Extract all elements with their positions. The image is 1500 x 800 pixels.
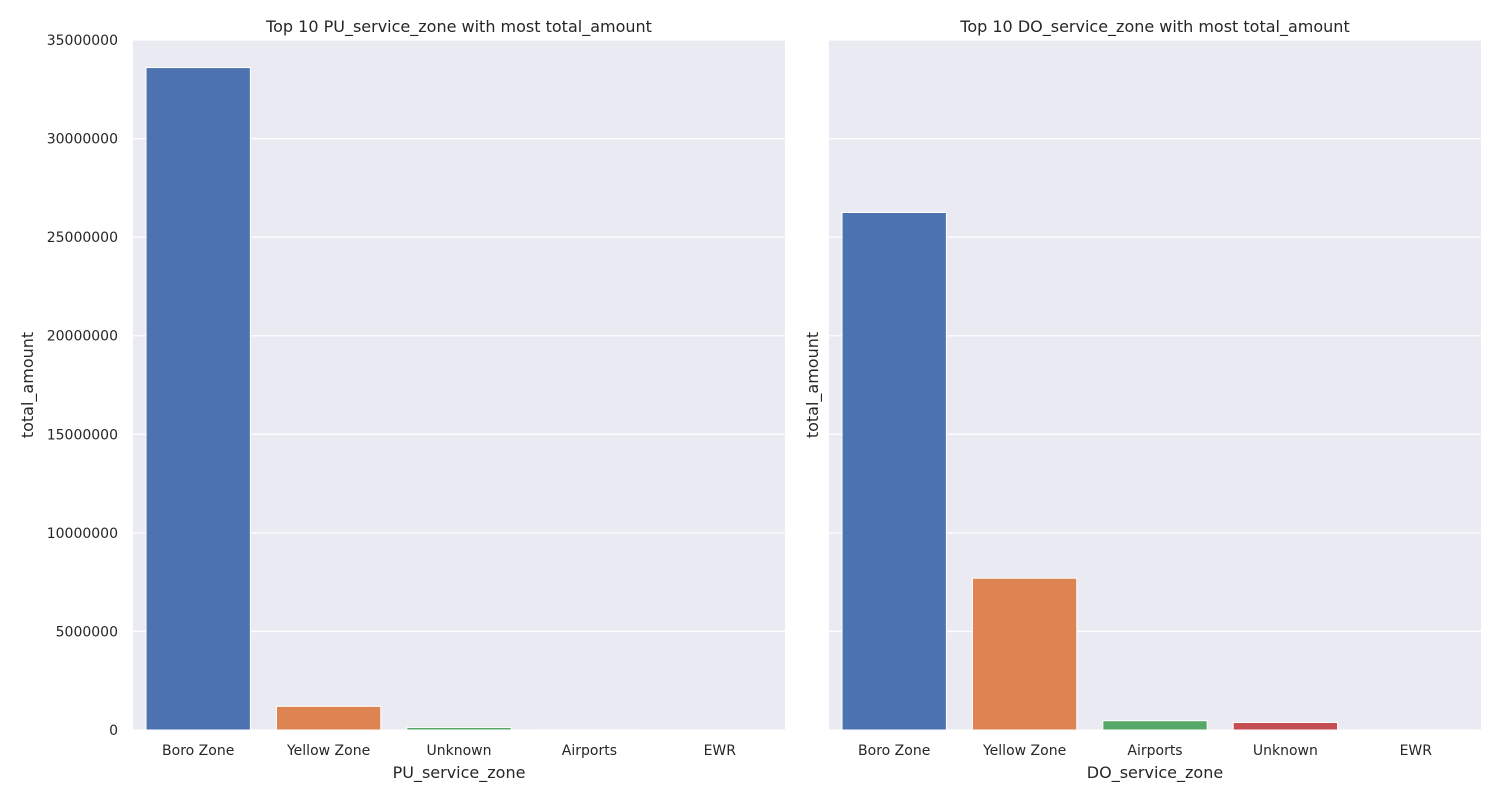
x-tick-label: Boro Zone [162, 743, 234, 759]
y-axis-label-left: total_amount [18, 332, 38, 438]
y-tick-label: 10000000 [47, 526, 118, 542]
chart-title-left: Top 10 PU_service_zone with most total_a… [265, 17, 652, 37]
chart-right: Boro Zone Yellow Zone Airports Unknown EWR T… [803, 17, 1481, 783]
y-axis-label-right: total_amount [803, 332, 823, 438]
y-tick-label: 30000000 [47, 132, 118, 148]
y-tick-label: 0 [109, 723, 118, 739]
chart-left: Boro Zone Yellow Zone Unknown Airports EWR 0… [18, 17, 785, 783]
y-tick-label: 5000000 [56, 624, 118, 640]
y-tick-label: 15000000 [47, 427, 118, 443]
y-tick-label: 20000000 [47, 329, 118, 345]
bar-unknown [406, 726, 512, 731]
y-tick-label: 25000000 [47, 230, 118, 246]
bar-airports [1102, 720, 1208, 731]
bars-right [841, 212, 1469, 731]
x-tick-labels-right: Boro Zone Yellow Zone Airports Unknown EWR [858, 743, 1432, 759]
x-tick-label: Airports [1127, 743, 1182, 759]
x-tick-label: Airports [562, 743, 617, 759]
x-tick-label: EWR [704, 743, 737, 759]
y-tick-labels-left: 0 5000000 10000000 15000000 20000000 25000000… [47, 33, 118, 739]
x-axis-label-left: PU_service_zone [393, 763, 526, 783]
x-tick-label: Unknown [1253, 743, 1318, 759]
chart-title-right: Top 10 DO_service_zone with most total_a… [959, 17, 1349, 37]
x-tick-label: Boro Zone [858, 743, 930, 759]
bar-yellow-zone [275, 705, 382, 731]
x-tick-label: Yellow Zone [286, 743, 370, 759]
bars-left [145, 67, 773, 731]
bar-yellow-zone [971, 577, 1078, 731]
x-tick-labels-left: Boro Zone Yellow Zone Unknown Airports EWR [162, 743, 736, 759]
x-tick-label: Yellow Zone [982, 743, 1066, 759]
y-tick-label: 35000000 [47, 33, 118, 49]
x-axis-label-right: DO_service_zone [1087, 763, 1223, 783]
bar-unknown [1232, 722, 1339, 731]
bar-boro-zone [145, 67, 251, 731]
x-tick-label: Unknown [427, 743, 492, 759]
bar-boro-zone [841, 212, 947, 731]
x-tick-label: EWR [1400, 743, 1433, 759]
